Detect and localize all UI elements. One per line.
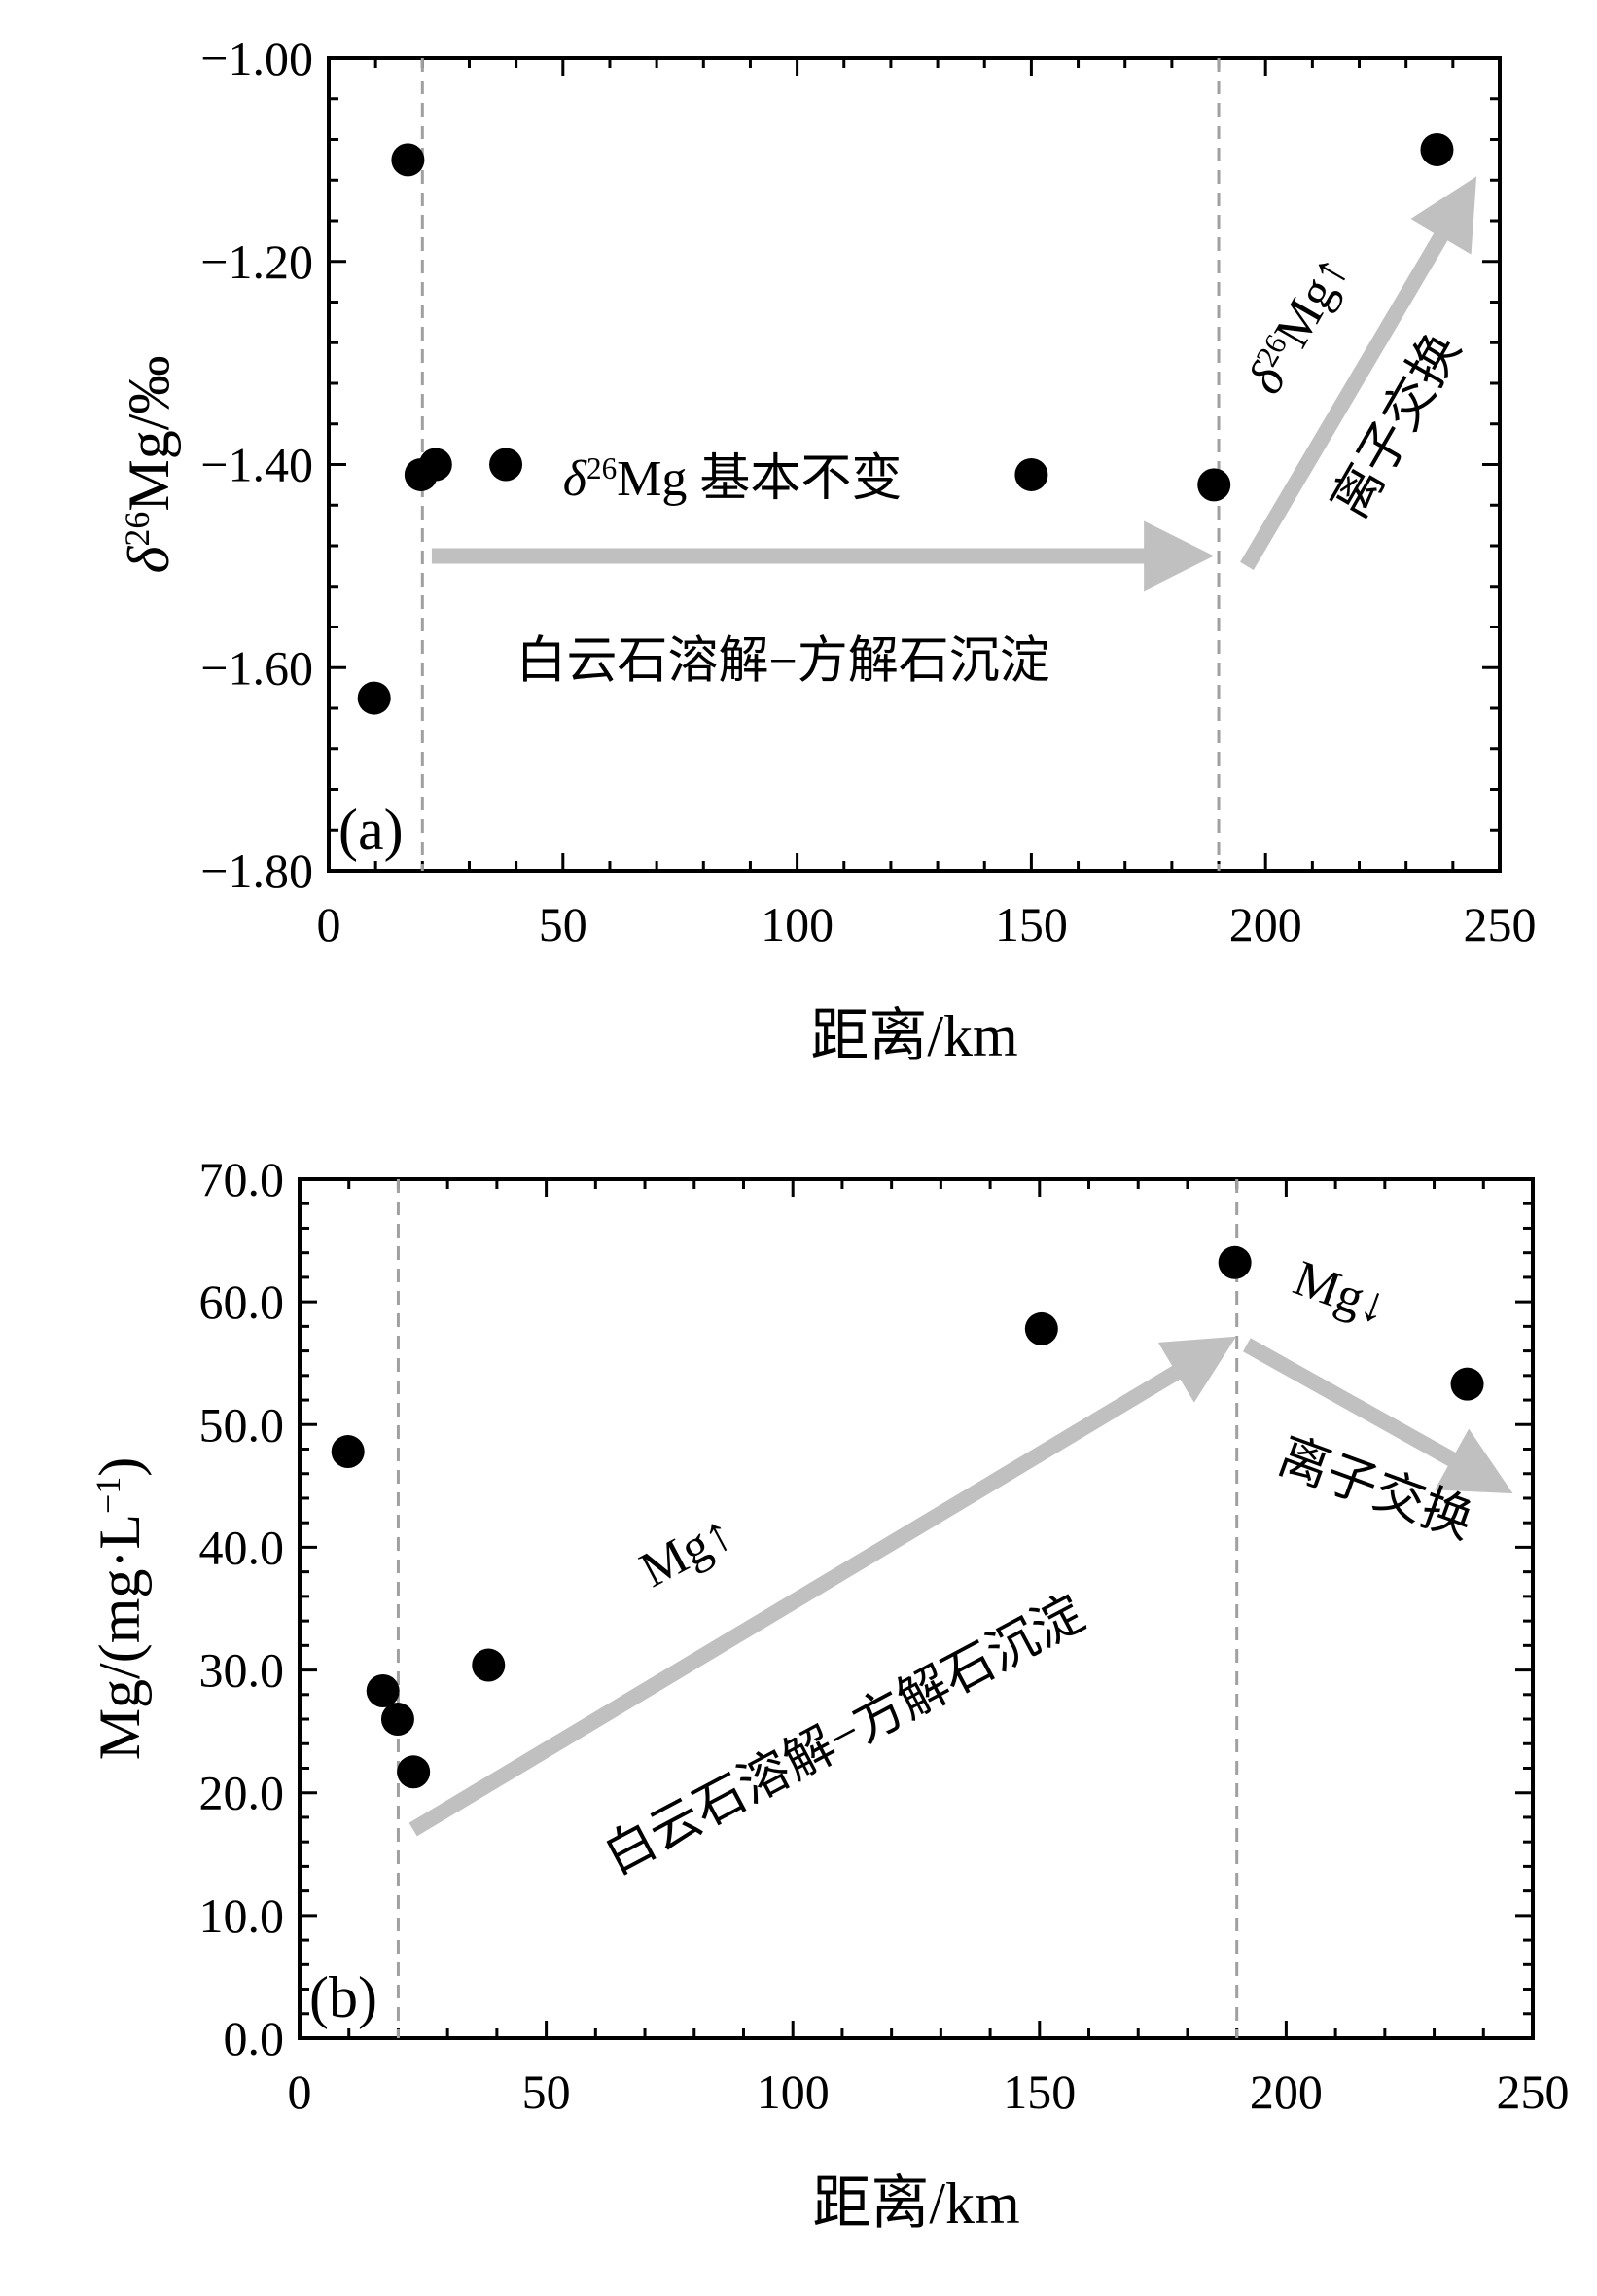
data-point bbox=[489, 448, 523, 482]
chart-a: 0 50 100 150 200 250 −1.80 −1.60 −1.40 −1.20 −1.00… bbox=[117, 31, 1537, 1068]
y-tick-label: 50.0 bbox=[199, 1397, 285, 1452]
x-tick-label: 200 bbox=[1250, 2064, 1323, 2119]
data-point bbox=[418, 448, 452, 482]
annotation-process: 白云石溶解−方解石沉淀 bbox=[595, 1586, 1093, 1885]
y-tick-label: −1.00 bbox=[200, 31, 313, 86]
annotation-fall: Mg↓ bbox=[1287, 1250, 1396, 1335]
y-tick-label: 60.0 bbox=[199, 1274, 285, 1329]
data-point bbox=[366, 1674, 400, 1708]
trend-arrow bbox=[1242, 1338, 1513, 1494]
data-point bbox=[357, 681, 391, 715]
label-part-delta: δ bbox=[117, 545, 181, 573]
data-point bbox=[380, 1703, 414, 1737]
y-tick-label: 20.0 bbox=[199, 1766, 285, 1820]
y-axis-label: δ26Mg/‰ bbox=[117, 356, 181, 574]
annotation-process: 白云石溶解−方解石沉淀 bbox=[515, 634, 1049, 690]
x-axis-label: 距离/km bbox=[812, 2171, 1019, 2236]
y-tick-label: −1.60 bbox=[200, 640, 313, 695]
x-tick-label: 100 bbox=[761, 897, 834, 951]
annotation-rise: δ26Mg↑ bbox=[1237, 246, 1361, 404]
y-tick-label: 70.0 bbox=[199, 1152, 285, 1206]
x-tick-label: 150 bbox=[995, 897, 1068, 951]
y-tick-label: 0.0 bbox=[224, 2011, 285, 2065]
label-part-sup: −1 bbox=[89, 1477, 127, 1514]
label-part-sup: 26 bbox=[118, 512, 157, 547]
x-tick-label: 50 bbox=[539, 897, 587, 951]
trend-arrow bbox=[1240, 176, 1477, 570]
data-point bbox=[1024, 1311, 1058, 1345]
label-part-rest: Mg/‰ bbox=[117, 356, 181, 512]
data-point bbox=[1218, 1245, 1252, 1279]
data-point bbox=[1450, 1367, 1484, 1401]
x-tick-label: 150 bbox=[1003, 2064, 1076, 2119]
x-tick-label: 250 bbox=[1497, 2064, 1570, 2119]
y-tick-label: 30.0 bbox=[199, 1643, 285, 1698]
annotation-flat: δ26Mg 基本不变 bbox=[563, 450, 903, 507]
data-point bbox=[1014, 457, 1048, 491]
x-tick-label: 50 bbox=[522, 2064, 571, 2119]
plot-frame bbox=[298, 1177, 1535, 2040]
panel-label: (b) bbox=[309, 1965, 377, 2029]
label-part-base: Mg/(mg·L bbox=[88, 1514, 152, 1760]
y-tick-label: 40.0 bbox=[199, 1520, 285, 1574]
y-tick-label: −1.80 bbox=[200, 843, 313, 898]
annotation-ion-exchange: 离子交换 bbox=[1271, 1428, 1480, 1550]
data-point bbox=[391, 143, 425, 177]
chart-b: 0 50 100 150 200 250 0.0 10.0 20.0 30.0 40.0 50.0 60… bbox=[88, 1152, 1570, 2236]
label-part-sup: 26 bbox=[586, 450, 617, 484]
y-tick-label: −1.20 bbox=[200, 234, 313, 289]
y-tick-label: −1.40 bbox=[200, 438, 313, 492]
data-point bbox=[397, 1755, 431, 1789]
trend-arrow bbox=[408, 1336, 1237, 1837]
x-axis-label: 距离/km bbox=[810, 1004, 1017, 1068]
data-point bbox=[472, 1648, 506, 1682]
label-part-close: ) bbox=[88, 1457, 152, 1477]
label-part-rest: Mg 基本不变 bbox=[617, 451, 902, 507]
x-tick-label: 200 bbox=[1229, 897, 1302, 951]
data-point bbox=[331, 1435, 365, 1469]
annotation-ion-exchange: 离子交换 bbox=[1323, 325, 1472, 528]
y-axis-label: Mg/(mg·L−1) bbox=[88, 1457, 152, 1761]
panel-label: (a) bbox=[338, 798, 404, 862]
data-point bbox=[1197, 468, 1231, 502]
x-tick-label: 250 bbox=[1464, 897, 1537, 951]
label-part-delta: δ bbox=[563, 451, 587, 507]
y-tick-label: 10.0 bbox=[199, 1888, 285, 1943]
x-tick-label: 0 bbox=[288, 2064, 312, 2119]
x-tick-label: 0 bbox=[317, 897, 341, 951]
x-tick-label: 100 bbox=[757, 2064, 830, 2119]
annotation-rise: Mg↑ bbox=[631, 1505, 742, 1598]
data-point bbox=[1420, 132, 1454, 166]
